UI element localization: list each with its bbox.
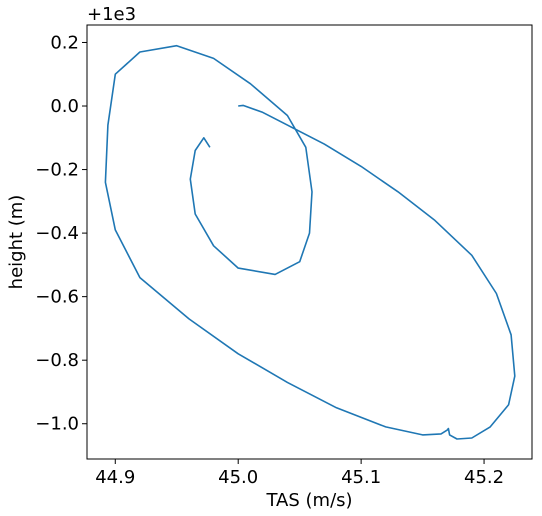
y-offset-label: +1e3 xyxy=(87,4,136,25)
y-tick-label: −1.0 xyxy=(35,414,79,435)
y-tick-label: −0.6 xyxy=(35,287,79,308)
y-tick-label: 0.0 xyxy=(50,96,79,117)
x-axis-label: TAS (m/s) xyxy=(265,490,352,511)
y-tick-label: 0.2 xyxy=(50,32,79,53)
plot-frame xyxy=(86,24,533,460)
x-tick-label: 45.0 xyxy=(218,467,258,488)
y-tick-label: −0.8 xyxy=(35,350,79,371)
y-tick-label: −0.4 xyxy=(35,223,79,244)
x-axis-ticks: 44.9 45.0 45.1 45.2 xyxy=(95,459,504,488)
series-layer xyxy=(104,44,516,440)
x-tick-label: 45.1 xyxy=(341,467,381,488)
x-tick-label: 45.2 xyxy=(464,467,504,488)
y-axis-label: height (m) xyxy=(6,195,27,290)
y-axis-ticks: 0.2 0.0 −0.2 −0.4 −0.6 −0.8 −1.0 xyxy=(35,32,87,435)
y-tick-label: −0.2 xyxy=(35,160,79,181)
x-tick-label: 44.9 xyxy=(95,467,135,488)
series-line-1 xyxy=(104,44,516,440)
